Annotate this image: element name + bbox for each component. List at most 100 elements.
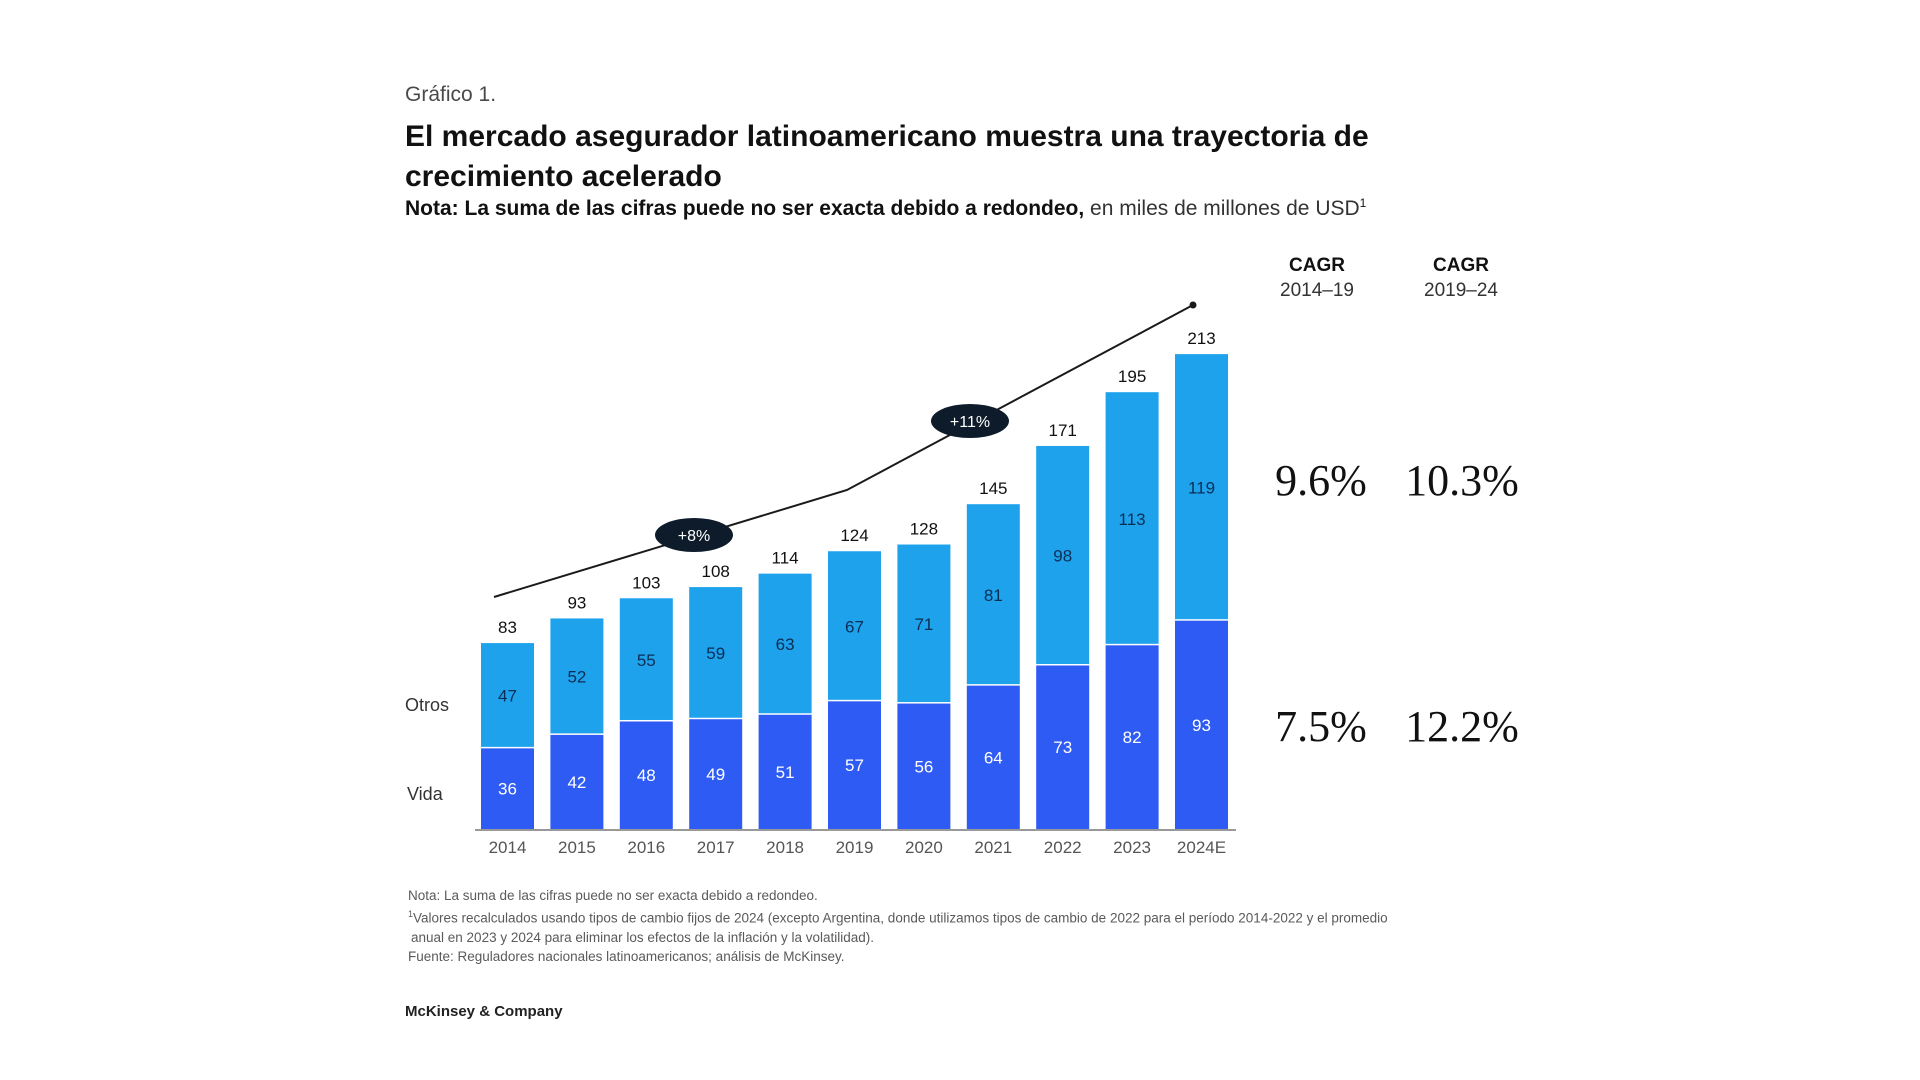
data-label-total: 124: [840, 526, 868, 545]
stacked-bar-chart: 36 47 83 2014 42 52 93 2015 48 55 103 2016 49 59 108 20…: [405, 301, 1236, 857]
chart-title: El mercado asegurador latinoamericano mu…: [405, 120, 1369, 193]
bar-vida-2014: [481, 748, 534, 829]
bar-otros-2018: [758, 573, 812, 714]
data-label-otros: 63: [776, 635, 795, 654]
cagr-header-period: 2019–24: [1424, 280, 1498, 301]
footnote-line: 1Valores recalculados usando tipos de ca…: [408, 905, 1548, 928]
x-tick-label: 2024E: [1177, 838, 1226, 857]
data-label-total: 195: [1118, 367, 1146, 386]
data-label-total: 114: [772, 549, 799, 568]
cagr-header-period: 2014–19: [1280, 280, 1354, 301]
data-label-vida: 57: [845, 756, 864, 775]
subtitle-unit: en miles de millones de USD: [1090, 197, 1360, 220]
data-label-otros: 67: [845, 617, 864, 636]
bar-vida-2020: [897, 703, 951, 829]
x-tick-label: 2020: [905, 838, 943, 857]
bar-otros-2014: [481, 643, 534, 747]
footnote-line: Fuente: Reguladores nacionales latinoame…: [408, 948, 845, 964]
data-label-vida: 93: [1192, 716, 1211, 735]
data-label-otros: 59: [706, 644, 725, 663]
bar-vida-2016: [619, 721, 673, 829]
data-label-total: 93: [567, 593, 586, 612]
bar-vida-2017: [689, 719, 743, 829]
bars-group: [481, 354, 1228, 829]
bar-otros-2019: [828, 551, 881, 700]
bar-otros-2023: [1105, 392, 1159, 644]
bar-otros-2022: [1036, 445, 1090, 664]
footnote-line: anual en 2023 y 2024 para eliminar los e…: [411, 929, 875, 945]
subtitle-footnote-marker: 1: [1359, 196, 1367, 210]
data-label-total: 171: [1049, 421, 1077, 440]
x-tick-label: 2023: [1113, 838, 1151, 857]
growth-badge-label: +11%: [950, 414, 990, 431]
data-label-vida: 73: [1053, 738, 1072, 757]
x-tick-label: 2016: [627, 838, 665, 857]
x-tick-label: 2021: [974, 838, 1012, 857]
bar-vida-2023: [1105, 645, 1159, 829]
growth-badge-label: +8%: [678, 528, 710, 545]
bar-vida-2022: [1036, 665, 1090, 829]
bar-otros-2021: [966, 504, 1020, 685]
x-tick-label: 2015: [558, 838, 596, 857]
x-tick-label: 2018: [766, 838, 804, 857]
cagr-header-label: CAGR: [1433, 255, 1489, 276]
data-label-otros: 98: [1053, 547, 1072, 566]
data-label-otros: 55: [637, 651, 656, 670]
bar-otros-2020: [897, 544, 951, 703]
bar-otros-2016: [619, 598, 673, 720]
x-tick-label: 2019: [836, 838, 874, 857]
footnote-text: Valores recalculados usando tipos de cam…: [413, 910, 1388, 926]
trend-arrow-dot: [1189, 301, 1197, 309]
cagr-header-2019-24: CAGR 2019–24: [1381, 253, 1541, 303]
data-label-vida: 49: [706, 765, 725, 784]
data-label-vida: 42: [567, 773, 586, 792]
x-tick-label: 2014: [489, 838, 527, 857]
data-label-vida: 56: [914, 757, 933, 776]
bar-vida-2018: [758, 714, 812, 829]
legend-otros: Otros: [405, 695, 449, 715]
data-label-total: 128: [910, 520, 938, 539]
data-label-otros: 113: [1119, 510, 1146, 529]
data-label-total: 145: [979, 479, 1007, 498]
bar-vida-2021: [966, 685, 1020, 829]
data-label-vida: 64: [984, 748, 1003, 767]
bar-otros-2024E: [1175, 354, 1228, 620]
cagr-header-label: CAGR: [1289, 255, 1345, 276]
bar-vida-2024E: [1175, 620, 1228, 829]
cagr-header-2014-19: CAGR 2014–19: [1237, 253, 1397, 303]
bar-otros-2017: [689, 587, 743, 718]
chart-label: Gráfico 1.: [405, 83, 497, 106]
footnote-marker: 1: [408, 909, 414, 919]
x-tick-label: 2017: [697, 838, 735, 857]
labels-group: 36 47 83 2014 42 52 93 2015 48 55 103 2016 49 59 108 20…: [489, 329, 1227, 857]
bar-otros-2015: [550, 618, 604, 734]
growth-badge: [931, 404, 1009, 438]
data-label-otros: 52: [567, 668, 586, 687]
data-label-total: 213: [1187, 329, 1215, 348]
subtitle-note: Nota: La suma de las cifras puede no ser…: [405, 197, 1085, 220]
trend-line: [493, 304, 1194, 598]
bar-vida-2015: [550, 734, 604, 829]
brand-logo-text: McKinsey & Company: [405, 1003, 563, 1020]
cagr-vida-2019-24: 12.2%: [1405, 702, 1519, 751]
data-label-total: 108: [702, 562, 730, 581]
cagr-vida-2014-19: 7.5%: [1275, 702, 1367, 751]
data-label-total: 103: [632, 573, 660, 592]
growth-badges-group: +8% +11%: [655, 404, 1009, 552]
cagr-otros-2014-19: 9.6%: [1275, 456, 1367, 505]
data-label-vida: 48: [637, 766, 656, 785]
legend-vida: Vida: [407, 784, 444, 804]
data-label-otros: 119: [1188, 478, 1215, 497]
data-label-total: 83: [498, 618, 517, 637]
data-label-otros: 81: [984, 586, 1003, 605]
footnotes: Nota: La suma de las cifras puede no ser…: [408, 886, 1548, 966]
footnote-line: Nota: La suma de las cifras puede no ser…: [408, 888, 818, 903]
x-tick-label: 2022: [1044, 838, 1082, 857]
cagr-otros-2019-24: 10.3%: [1405, 456, 1519, 505]
bar-vida-2019: [828, 701, 881, 829]
data-label-vida: 51: [776, 763, 795, 782]
data-label-vida: 82: [1123, 728, 1142, 747]
data-label-otros: 71: [914, 615, 933, 634]
chart-subtitle: Nota: La suma de las cifras puede no ser…: [405, 196, 1366, 221]
growth-badge: [655, 518, 733, 552]
